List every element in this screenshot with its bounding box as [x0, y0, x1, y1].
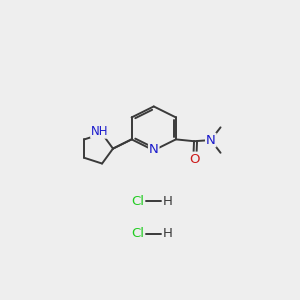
- Text: N: N: [149, 143, 159, 156]
- Text: Cl: Cl: [131, 227, 145, 240]
- Text: NH: NH: [91, 125, 109, 138]
- Text: O: O: [190, 152, 200, 166]
- Text: H: H: [163, 227, 173, 240]
- Text: Cl: Cl: [131, 195, 145, 208]
- Text: N: N: [206, 134, 216, 147]
- Text: H: H: [163, 195, 173, 208]
